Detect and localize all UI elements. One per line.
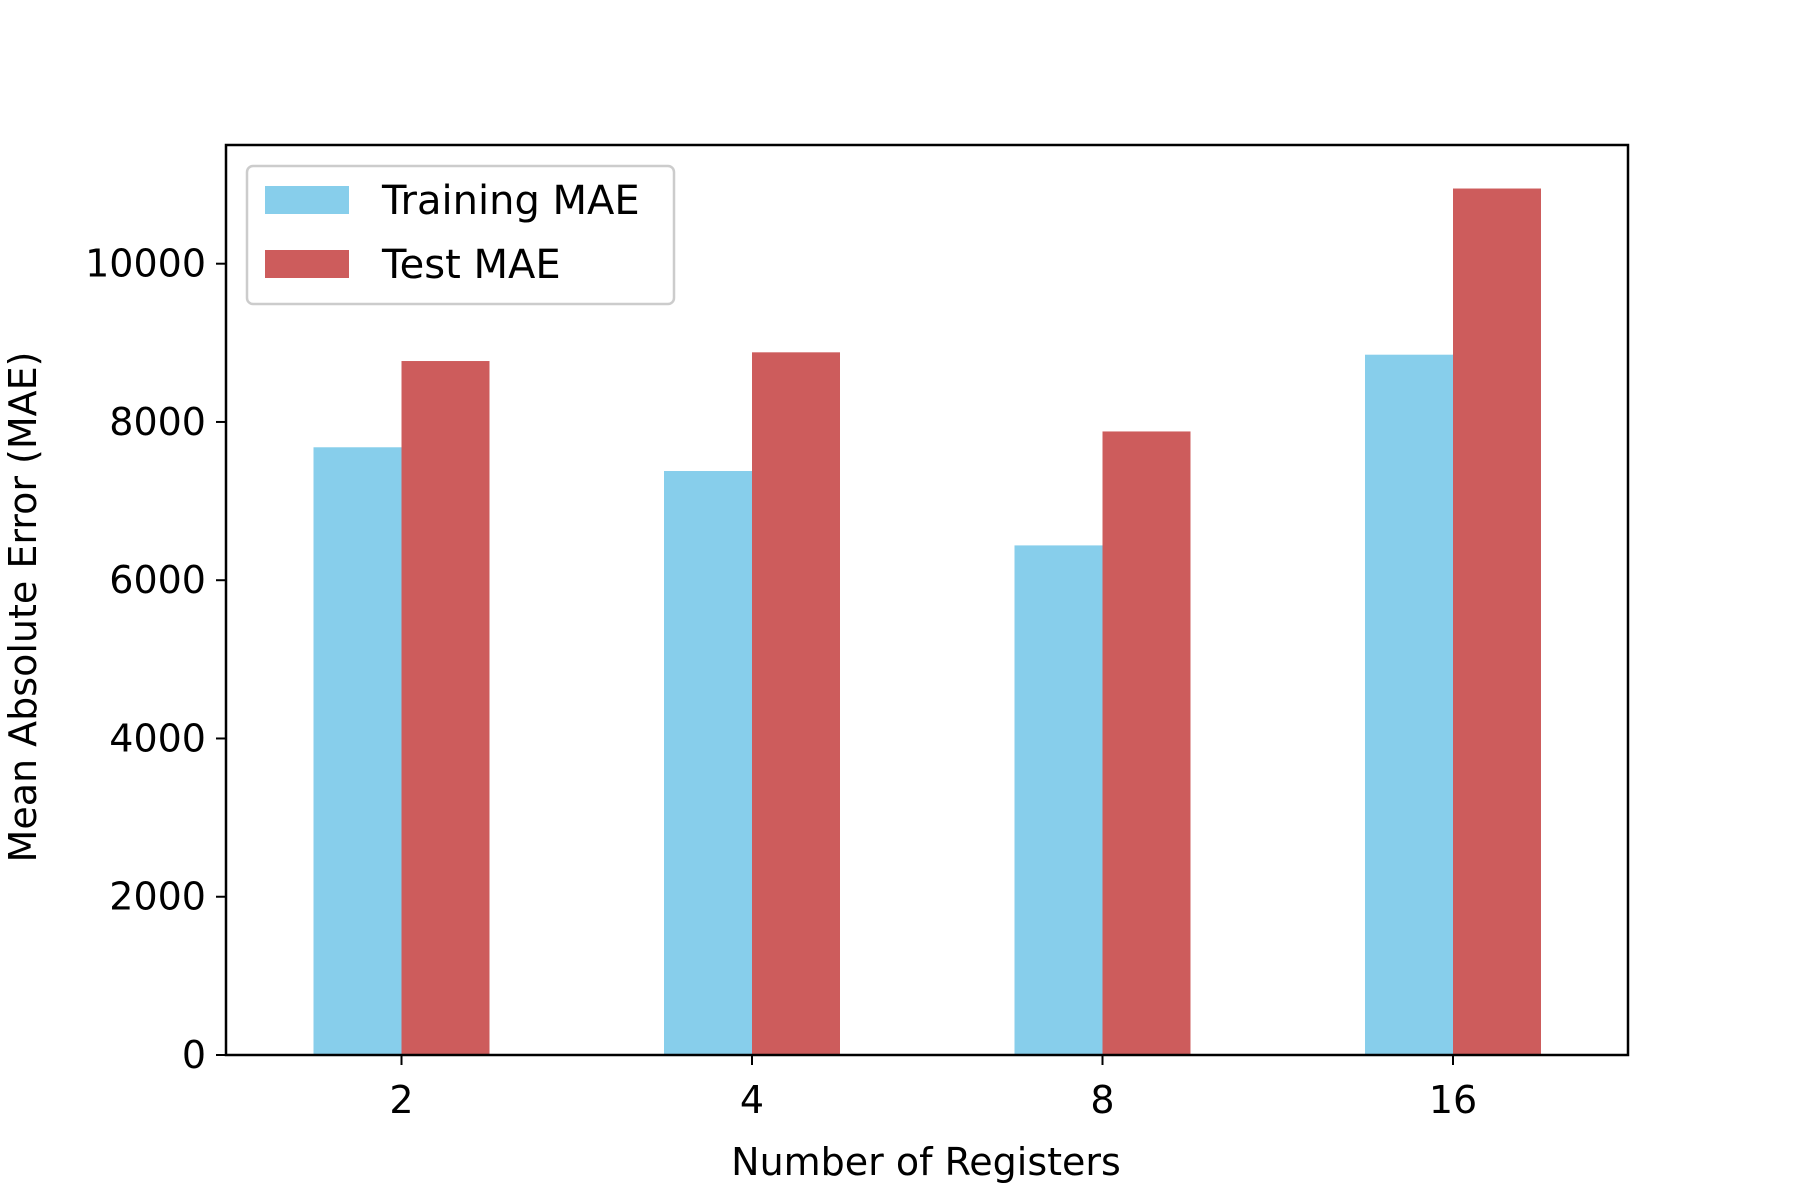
legend-label-training: Training MAE xyxy=(381,178,640,224)
x-tick-label: 2 xyxy=(389,1078,413,1122)
bar-test-16 xyxy=(1453,188,1541,1056)
y-tick-label: 2000 xyxy=(109,875,206,919)
bar-test-2 xyxy=(401,361,490,1055)
legend: Training MAE Test MAE xyxy=(245,164,676,306)
x-tick-label: 8 xyxy=(1090,1078,1114,1122)
bar-training-2 xyxy=(313,447,402,1055)
plot-frame xyxy=(224,143,1630,1057)
bar-training-8 xyxy=(1014,545,1103,1055)
y-tick-label: 4000 xyxy=(109,716,206,760)
bars-layer xyxy=(313,188,1541,1056)
x-tick-label: 4 xyxy=(740,1078,764,1122)
bar-test-8 xyxy=(1102,431,1191,1056)
legend-swatch-training xyxy=(265,186,349,214)
y-axis-label: Mean Absolute Error (MAE) xyxy=(1,352,45,863)
y-tick-label: 6000 xyxy=(109,558,206,602)
y-tick-label: 8000 xyxy=(109,400,206,444)
y-tick-label: 0 xyxy=(182,1033,206,1077)
bar-training-4 xyxy=(664,471,752,1055)
bar-training-16 xyxy=(1365,354,1453,1055)
y-tick-label: 10000 xyxy=(85,242,206,286)
bar-test-4 xyxy=(752,352,840,1055)
x-tick-label: 16 xyxy=(1429,1078,1477,1122)
x-axis-label: Number of Registers xyxy=(731,1140,1121,1184)
axes-layer: 0 2000 4000 6000 8000 10000 2 4 8 16 xyxy=(85,143,1630,1122)
legend-swatch-test xyxy=(265,250,349,278)
legend-label-test: Test MAE xyxy=(381,242,561,288)
legend-box xyxy=(245,164,676,306)
